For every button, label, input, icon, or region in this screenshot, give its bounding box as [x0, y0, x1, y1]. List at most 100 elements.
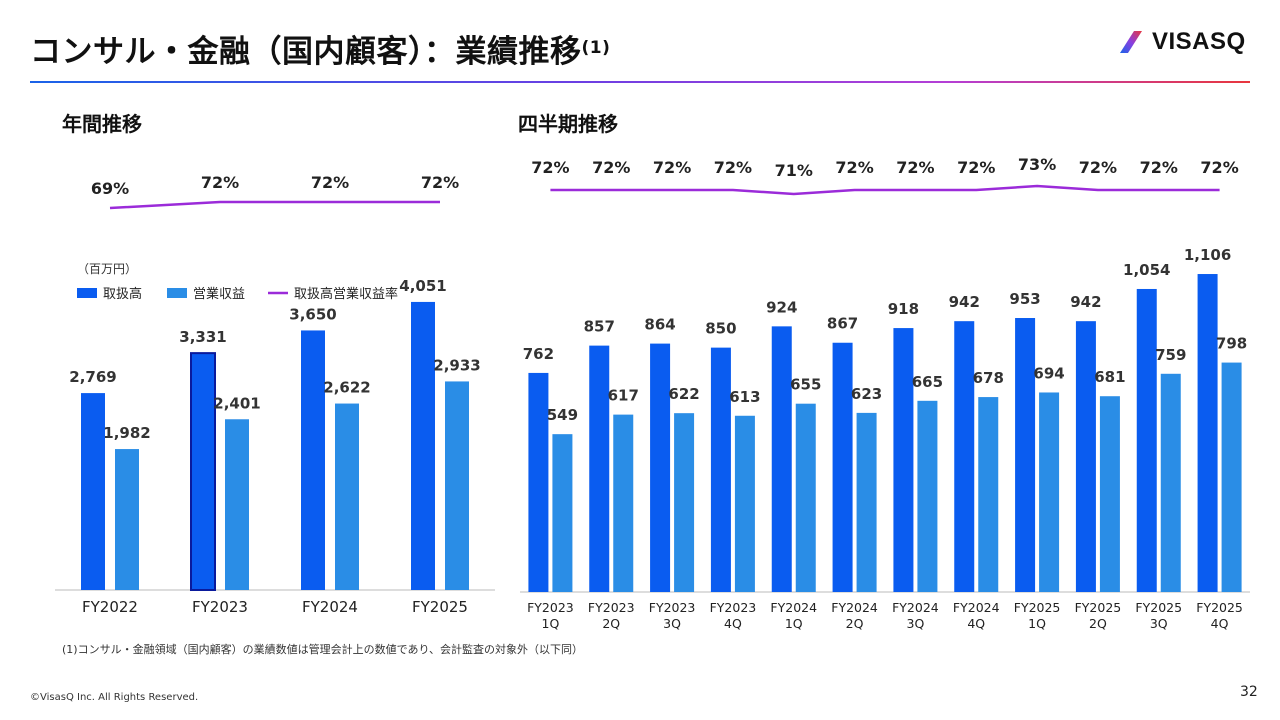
quarterly-data-label-transaction: 864 [644, 316, 675, 334]
quarterly-rate-line [550, 184, 1220, 196]
quarterly-data-label-transaction: 1,106 [1184, 246, 1231, 264]
quarterly-category-year: FY2023 [649, 600, 696, 615]
quarterly-rate-label: 71% [775, 161, 813, 180]
footnote: (1)コンサル・金融領域（国内顧客）の業績数値は管理会計上の数値であり、会計監査… [62, 643, 584, 656]
quarterly-rate-label: 72% [957, 158, 995, 177]
annual-data-label-revenue: 1,982 [103, 424, 150, 442]
logo-text: VISASQ [1152, 28, 1246, 55]
annual-section-title: 年間推移 [62, 112, 142, 136]
quarterly-bar-transaction [832, 342, 853, 592]
quarterly-rate-label: 72% [592, 158, 630, 177]
quarterly-bar-revenue [674, 413, 695, 592]
annual-chart: （百万円） 取扱高 営業収益 取扱高営業収益率 2,769 1,982 FY2022 69% 3… [55, 173, 495, 616]
quarterly-bar-transaction [589, 345, 610, 592]
annual-rate-line [109, 200, 440, 210]
quarterly-category-quarter: 3Q [663, 616, 681, 631]
quarterly-category-year: FY2024 [831, 600, 878, 615]
quarterly-category-quarter: 2Q [602, 616, 620, 631]
annual-category-label: FY2023 [192, 598, 248, 616]
annual-data-label-transaction: 3,650 [289, 305, 336, 323]
quarterly-bar-revenue [734, 415, 755, 592]
annual-bar-transaction [190, 352, 216, 591]
quarterly-bar-transaction [1075, 321, 1096, 592]
annual-category-label: FY2025 [412, 598, 468, 616]
quarterly-bar-transaction [710, 347, 731, 592]
quarterly-rate-label: 72% [714, 158, 752, 177]
quarterly-category-year: FY2023 [588, 600, 635, 615]
copyright: ©VisasQ Inc. All Rights Reserved. [30, 692, 199, 703]
quarterly-data-label-transaction: 953 [1009, 290, 1040, 308]
quarterly-category-quarter: 1Q [785, 616, 803, 631]
annual-legend-label: 営業収益 [193, 286, 245, 302]
quarterly-category-year: FY2023 [527, 600, 574, 615]
quarterly-bar-revenue [613, 414, 634, 592]
annual-bar-transaction [301, 330, 325, 590]
annual-bar-revenue [115, 449, 139, 590]
quarterly-bar-revenue [552, 434, 573, 592]
quarterly-data-label-revenue: 623 [851, 385, 882, 403]
quarterly-rate-label: 72% [653, 158, 691, 177]
quarterly-category-quarter: 4Q [1211, 616, 1229, 631]
header-divider [30, 81, 1250, 83]
quarterly-data-label-transaction: 924 [766, 298, 797, 316]
annual-data-label-revenue: 2,622 [323, 379, 370, 397]
quarterly-data-label-transaction: 942 [949, 293, 980, 311]
quarterly-category-quarter: 3Q [907, 616, 925, 631]
quarterly-bar-transaction [893, 328, 914, 592]
annual-legend-swatch [167, 288, 187, 298]
quarterly-data-label-transaction: 1,054 [1123, 261, 1170, 279]
quarterly-chart: 762549FY20231Q72%857617FY20232Q72%864622… [520, 155, 1250, 631]
quarterly-category-year: FY2025 [1075, 600, 1122, 615]
quarterly-rate-label: 72% [835, 158, 873, 177]
quarterly-data-label-revenue: 694 [1033, 364, 1064, 382]
quarterly-bar-transaction [954, 321, 975, 592]
quarterly-category-year: FY2024 [892, 600, 939, 615]
annual-legend-label: 取扱高営業収益率 [294, 286, 398, 302]
annual-data-label-transaction: 2,769 [69, 368, 116, 386]
quarterly-data-label-revenue: 613 [729, 388, 760, 406]
annual-legend-swatch [77, 288, 97, 298]
quarterly-category-quarter: 2Q [846, 616, 864, 631]
annual-category-label: FY2024 [302, 598, 358, 616]
quarterly-data-label-revenue: 617 [608, 387, 639, 405]
quarterly-data-label-transaction: 942 [1070, 293, 1101, 311]
quarterly-category-quarter: 1Q [542, 616, 560, 631]
quarterly-rate-label: 72% [1140, 158, 1178, 177]
quarterly-category-year: FY2025 [1135, 600, 1182, 615]
quarterly-category-year: FY2024 [770, 600, 817, 615]
quarterly-data-label-transaction: 857 [584, 318, 615, 336]
quarterly-data-label-transaction: 762 [523, 345, 554, 363]
annual-data-label-revenue: 2,933 [433, 356, 480, 374]
quarterly-rate-label: 72% [1200, 158, 1238, 177]
quarterly-data-label-revenue: 759 [1155, 346, 1186, 364]
quarterly-bar-revenue [917, 400, 938, 592]
annual-unit-label: （百万円） [77, 262, 137, 276]
annual-bar-revenue [445, 381, 469, 590]
quarterly-rate-label: 73% [1018, 155, 1056, 174]
quarterly-bar-revenue [1099, 396, 1120, 592]
quarterly-bar-transaction [771, 326, 792, 592]
quarterly-bar-revenue [978, 397, 999, 592]
quarterly-bar-revenue [1039, 392, 1060, 592]
quarterly-bar-transaction [528, 372, 549, 592]
quarterly-category-quarter: 3Q [1150, 616, 1168, 631]
quarterly-bar-revenue [856, 412, 877, 592]
quarterly-category-year: FY2024 [953, 600, 1000, 615]
quarterly-rate-label: 72% [896, 158, 934, 177]
quarterly-data-label-transaction: 850 [705, 320, 736, 338]
annual-rate-label: 72% [201, 173, 239, 192]
quarterly-bar-revenue [1160, 373, 1181, 592]
annual-bar-transaction [411, 301, 435, 590]
quarterly-data-label-revenue: 622 [668, 385, 699, 403]
page-title-note: (1) [581, 37, 611, 58]
quarterly-data-label-revenue: 681 [1094, 368, 1125, 386]
annual-category-label: FY2022 [82, 598, 138, 616]
quarterly-data-label-revenue: 549 [547, 406, 578, 424]
annual-data-label-transaction: 3,331 [179, 328, 226, 346]
visasq-logo: VISASQ [1118, 27, 1246, 57]
quarterly-rate-label: 72% [531, 158, 569, 177]
quarterly-bar-transaction [650, 343, 671, 592]
quarterly-section-title: 四半期推移 [518, 112, 618, 136]
page-title: コンサル・金融（国内顧客）：業績推移(1) [30, 26, 610, 71]
quarterly-data-label-revenue: 798 [1216, 335, 1247, 353]
